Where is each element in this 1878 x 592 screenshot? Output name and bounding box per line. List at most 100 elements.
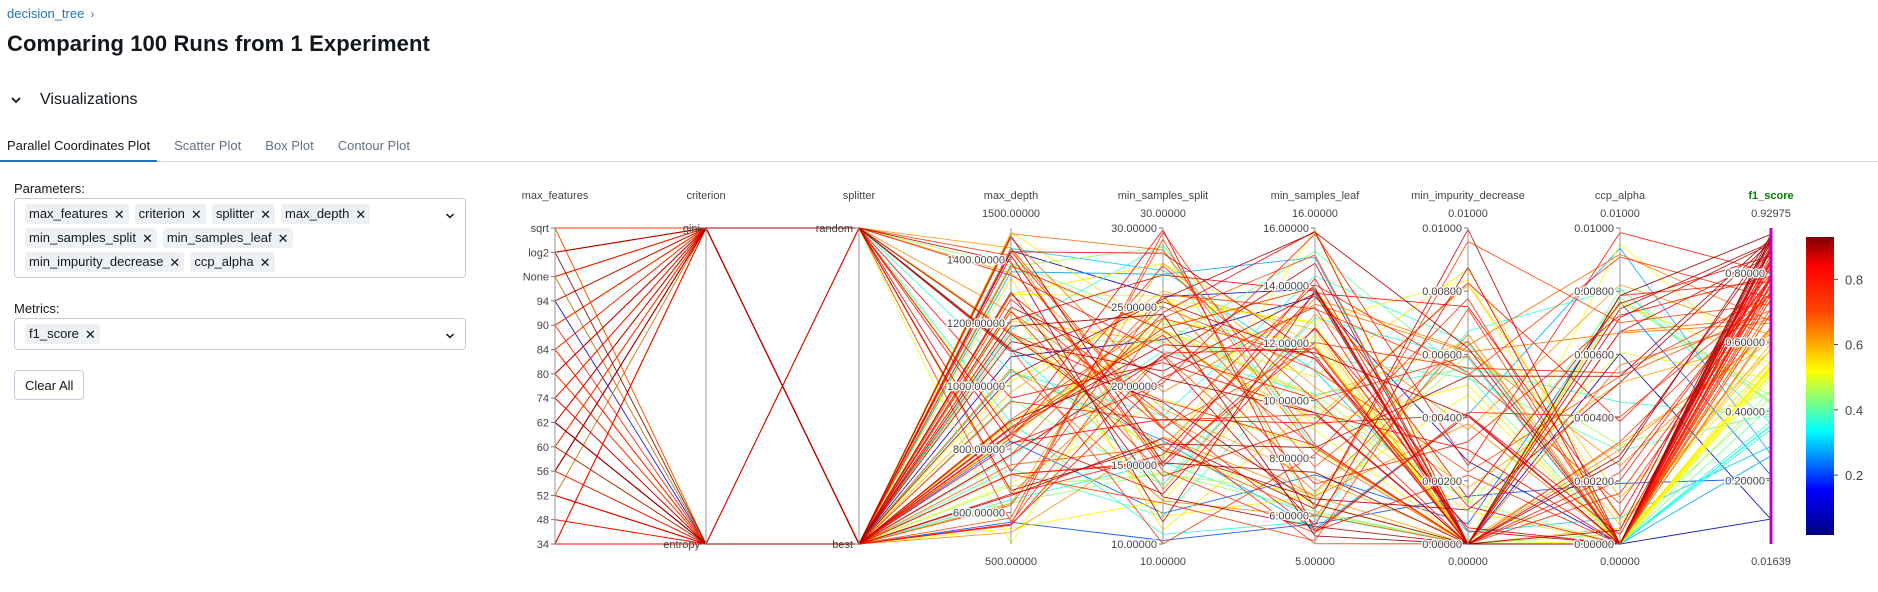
remove-chip-icon[interactable]: ✕ (84, 326, 96, 342)
axis-min-label: 0.01639 (1751, 556, 1791, 568)
parameter-chip: min_samples_leaf ✕ (162, 228, 293, 248)
chip-label: min_samples_leaf (166, 230, 272, 245)
axis-min-label: 0.00000 (1448, 556, 1488, 568)
tick-label: 0.00400 (1422, 413, 1462, 425)
parameter-chip: min_samples_split ✕ (25, 228, 157, 248)
tab-parallel-coordinates[interactable]: Parallel Coordinates Plot (0, 136, 158, 162)
tick-label: 1400.00000 (947, 255, 1005, 267)
tick-label: 56 (537, 466, 549, 478)
tick-label: best (832, 539, 853, 551)
tick-label: 60 (537, 442, 549, 454)
tick-label: 74 (537, 393, 549, 405)
tick-label: 25.00000 (1111, 302, 1157, 314)
parameters-label: Parameters: (14, 181, 85, 196)
chip-label: splitter (215, 206, 255, 221)
remove-chip-icon[interactable]: ✕ (113, 206, 125, 222)
parameters-select[interactable]: max_features ✕ criterion ✕ splitter ✕ max_dept… (14, 198, 466, 278)
tick-label: 80 (537, 369, 549, 381)
chevron-down-icon[interactable] (445, 331, 455, 341)
axis-title: criterion (686, 190, 725, 202)
tick-label: 0.60000 (1725, 337, 1765, 349)
tick-label: None (523, 272, 549, 284)
axis-max-label: 30.00000 (1140, 208, 1186, 220)
remove-chip-icon[interactable]: ✕ (141, 230, 153, 246)
parameter-chip: max_features ✕ (25, 204, 129, 224)
metrics-select[interactable]: f1_score ✕ (14, 318, 466, 350)
tick-label: entropy (663, 539, 700, 551)
tick-label: 10.00000 (1263, 395, 1309, 407)
chip-label: max_features (29, 206, 108, 221)
axis-title: splitter (843, 190, 876, 202)
chip-label: f1_score (29, 326, 79, 341)
chip-label: ccp_alpha (194, 254, 254, 269)
tick-label: 0.01000 (1422, 223, 1462, 235)
metric-chip: f1_score ✕ (25, 324, 100, 344)
tick-label: 1000.00000 (947, 381, 1005, 393)
remove-chip-icon[interactable]: ✕ (259, 254, 271, 270)
parameter-chip: splitter ✕ (211, 204, 276, 224)
axis-title: f1_score (1748, 190, 1793, 202)
tab-contour-plot[interactable]: Contour Plot (337, 138, 410, 153)
colorbar-tick-label: 0.4 (1845, 403, 1863, 418)
axis-min-label: 5.00000 (1295, 556, 1335, 568)
tick-label: 90 (537, 320, 549, 332)
axis-max-label: 16.00000 (1292, 208, 1338, 220)
remove-chip-icon[interactable]: ✕ (190, 206, 202, 222)
tick-label: 16.00000 (1263, 223, 1309, 235)
tick-label: 0.00800 (1574, 286, 1614, 298)
tick-label: 600.00000 (953, 507, 1005, 519)
axis-title: max_features (522, 190, 589, 202)
tick-label: 10.00000 (1111, 539, 1157, 551)
tick-label: 800.00000 (953, 444, 1005, 456)
tick-label: 0.80000 (1725, 268, 1765, 280)
tick-label: 0.00000 (1574, 539, 1614, 551)
tick-label: log2 (528, 247, 549, 259)
visualizations-section-toggle[interactable]: Visualizations (10, 91, 138, 109)
tick-label: 48 (537, 515, 549, 527)
tick-label: 94 (537, 296, 549, 308)
remove-chip-icon[interactable]: ✕ (277, 230, 289, 246)
tick-label: 0.00400 (1574, 413, 1614, 425)
axis-min-label: 0.00000 (1600, 556, 1640, 568)
tick-label: 6.00000 (1269, 510, 1309, 522)
axis-title: min_samples_split (1118, 190, 1208, 202)
tick-label: 12.00000 (1263, 338, 1309, 350)
chip-label: min_samples_split (29, 230, 136, 245)
tick-label: 84 (537, 345, 549, 357)
tick-label: 1200.00000 (947, 318, 1005, 330)
tick-label: 0.00600 (1574, 349, 1614, 361)
chip-label: criterion (138, 206, 185, 221)
remove-chip-icon[interactable]: ✕ (169, 254, 181, 270)
remove-chip-icon[interactable]: ✕ (355, 206, 367, 222)
axis-min-label: 10.00000 (1140, 556, 1186, 568)
tick-label: 0.00200 (1422, 476, 1462, 488)
tick-label: 0.00600 (1422, 349, 1462, 361)
parameter-chip: ccp_alpha ✕ (190, 252, 275, 272)
chip-label: max_depth (285, 206, 350, 221)
colorbar-tick-label: 0.6 (1845, 338, 1863, 353)
axis-min-label: 500.00000 (985, 556, 1037, 568)
breadcrumb-separator: › (90, 6, 95, 21)
axis-title: min_samples_leaf (1271, 190, 1361, 202)
breadcrumb-experiment-link[interactable]: decision_tree (7, 6, 85, 21)
axis-title: max_depth (984, 190, 1038, 202)
tick-label: 52 (537, 490, 549, 502)
axis-title: min_impurity_decrease (1411, 190, 1525, 202)
parameter-chip: min_impurity_decrease ✕ (25, 252, 185, 272)
tick-label: gini (683, 223, 700, 235)
tab-scatter-plot[interactable]: Scatter Plot (174, 138, 242, 153)
tick-label: 14.00000 (1263, 280, 1309, 292)
tab-box-plot[interactable]: Box Plot (265, 138, 314, 153)
tick-label: 0.20000 (1725, 475, 1765, 487)
remove-chip-icon[interactable]: ✕ (260, 206, 272, 222)
page-title: Comparing 100 Runs from 1 Experiment (7, 31, 430, 56)
parameter-chip: max_depth ✕ (281, 204, 371, 224)
tick-label: 0.01000 (1574, 223, 1614, 235)
clear-all-button[interactable]: Clear All (14, 370, 85, 400)
tick-label: 15.00000 (1111, 460, 1157, 472)
chevron-down-icon[interactable] (445, 211, 455, 221)
tick-label: random (816, 223, 853, 235)
chevron-down-icon (11, 97, 21, 104)
tick-label: sqrt (531, 223, 549, 235)
